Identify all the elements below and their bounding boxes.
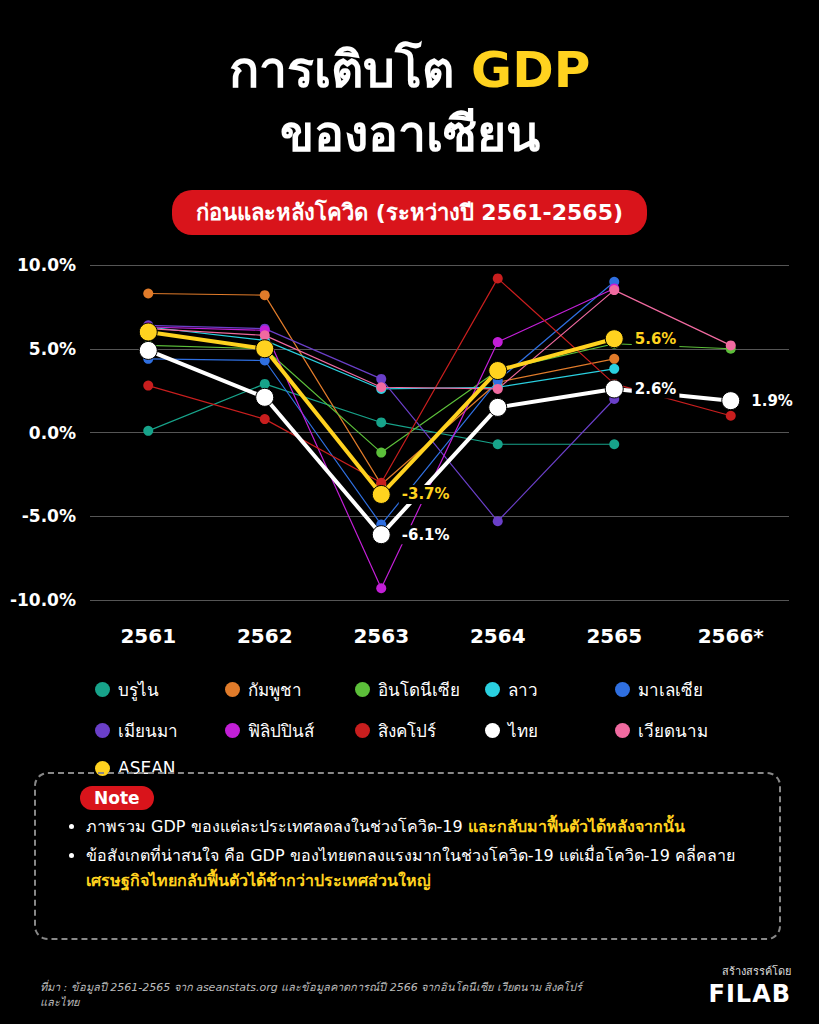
svg-text:-3.7%: -3.7%	[402, 485, 450, 503]
svg-text:2562: 2562	[237, 624, 293, 648]
html-text:ลาว: ลาว	[508, 680, 538, 700]
svg-text:2565: 2565	[586, 624, 642, 648]
html-text:การเติบโต GDP: การเติบโต GDP	[228, 41, 591, 99]
svg-text:2.6%: 2.6%	[635, 380, 677, 398]
html-text:เวียดนาม: เวียดนาม	[638, 721, 708, 741]
html-text:ไทย: ไทย	[508, 721, 538, 741]
html-text:อินโดนีเซีย: อินโดนีเซีย	[378, 680, 460, 700]
svg-text:2563: 2563	[353, 624, 409, 648]
svg-text:0.0%: 0.0%	[29, 423, 76, 443]
svg-text:2566*: 2566*	[698, 624, 765, 648]
html-text:บรูไน: บรูไน	[118, 680, 159, 700]
html-text:เศรษฐกิจไทยกลับฟื้นตัวได้ช้ากว: เศรษฐกิจไทยกลับฟื้นตัวได้ช้ากว่าประเทศส่…	[86, 871, 431, 890]
html-text:ข้อสังเกตที่น่าสนใจ คือ GDP ขอ: ข้อสังเกตที่น่าสนใจ คือ GDP ของไทยตกลงแร…	[86, 846, 736, 865]
svg-text:2561: 2561	[120, 624, 176, 648]
svg-text:2564: 2564	[470, 624, 526, 648]
svg-text:-6.1%: -6.1%	[402, 526, 450, 544]
svg-text:-10.0%: -10.0%	[10, 590, 76, 610]
html-text:มาเลเซีย: มาเลเซีย	[638, 680, 703, 700]
html-text:ก่อนและหลังโควิด (ระหว่างปี 25: ก่อนและหลังโควิด (ระหว่างปี 2561-2565)	[196, 200, 623, 225]
html-text:FILAB: FILAB	[708, 980, 791, 1008]
html-text:ที่มา : ข้อมูลปี 2561-2565 จาก: ที่มา : ข้อมูลปี 2561-2565 จาก aseanstat…	[40, 981, 583, 1009]
svg-text:5.6%: 5.6%	[635, 330, 677, 348]
html-text:ASEAN: ASEAN	[118, 758, 176, 778]
svg-text:5.0%: 5.0%	[29, 339, 76, 359]
html-text:เมียนมา: เมียนมา	[118, 721, 178, 741]
html-text:ของอาเซียน: ของอาเซียน	[279, 105, 540, 163]
svg-text:-5.0%: -5.0%	[22, 506, 76, 526]
html-text:กัมพูชา: กัมพูชา	[248, 680, 302, 700]
html-text:สิงคโปร์: สิงคโปร์	[378, 721, 436, 741]
svg-text:10.0%: 10.0%	[17, 255, 76, 275]
html-text:ฟิลิปปินส์: ฟิลิปปินส์	[248, 721, 314, 741]
html-text:ภาพรวม GDP ของแต่ละประเทศลดลงใ: ภาพรวม GDP ของแต่ละประเทศลดลงในช่วงโควิด…	[86, 817, 685, 836]
html-text:Note: Note	[94, 788, 140, 808]
html-text:สร้างสรรค์โดย: สร้างสรรค์โดย	[722, 965, 791, 978]
svg-text:1.9%: 1.9%	[751, 392, 793, 410]
